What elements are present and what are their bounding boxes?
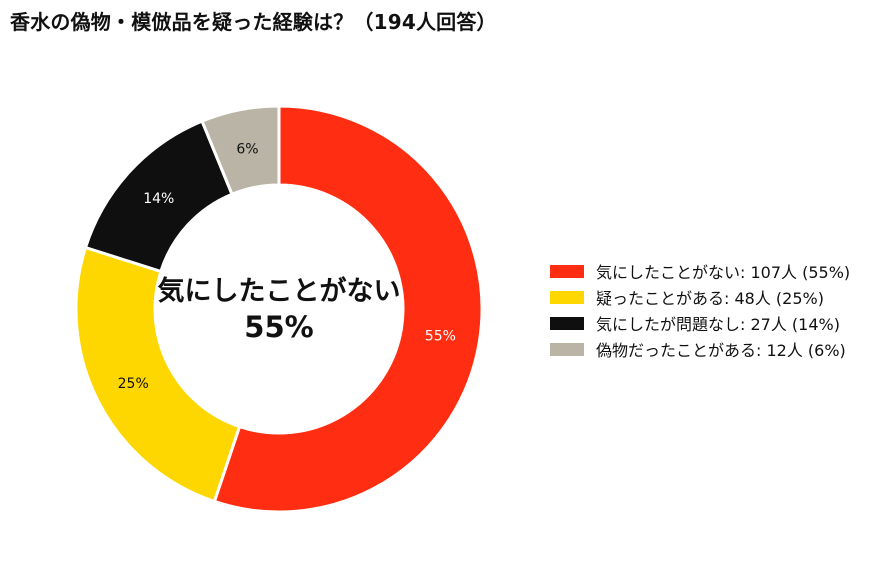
slice-2 [74,245,242,504]
legend-label: 気にしたが問題なし: 27人 (14%) [596,315,840,334]
slice-label-4: 6% [236,142,258,158]
slice-label-3: 14% [143,191,174,207]
legend-label: 気にしたことがない: 107人 (55%) [596,263,851,282]
legend-swatch [550,264,584,278]
center-value: 55% [244,310,313,344]
slice-1 [212,104,484,514]
legend-item-3: 気にしたが問題なし: 27人 (14%) [550,310,850,336]
legend-label: 疑ったことがある: 48人 (25%) [596,289,824,308]
slice-label-2: 25% [118,376,149,392]
legend-swatch [550,290,584,304]
legend-item-1: 気にしたことがない: 107人 (55%) [550,258,850,284]
chart-title: 香水の偽物・模倣品を疑った経験は？（194人回答） [10,10,497,34]
center-label: 気にしたことがない [158,275,401,307]
legend: 気にしたことがない: 107人 (55%) 疑ったことがある: 48人 (25%)… [550,258,850,362]
slice-label-1: 55% [425,328,456,344]
legend-swatch [550,342,584,356]
legend-item-4: 偽物だったことがある: 12人 (6%) [550,336,850,362]
slice-4 [200,104,281,197]
legend-swatch [550,316,584,330]
legend-item-2: 疑ったことがある: 48人 (25%) [550,284,850,310]
legend-label: 偽物だったことがある: 12人 (6%) [596,341,846,360]
